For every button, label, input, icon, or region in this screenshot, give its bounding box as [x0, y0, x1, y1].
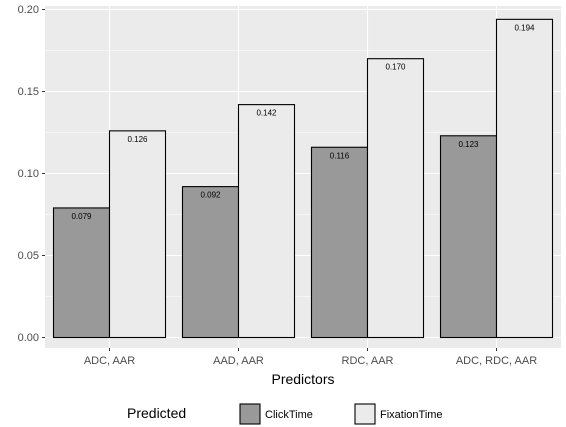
- bar-fixationtime-3: [366, 58, 425, 339]
- x-tick-label: RDC, AAR: [342, 355, 394, 367]
- bar-labels: 0.079 0.126 0.092 0.142 0.116 0.170 0.123 0.194: [71, 23, 535, 221]
- data-label: 0.079: [71, 212, 92, 221]
- data-label: 0.123: [458, 140, 479, 149]
- bar-fixationtime-2: [237, 104, 296, 339]
- legend-key-clicktime: [239, 403, 261, 425]
- legend-label-fixationtime: FixationTime: [380, 409, 443, 421]
- data-label: 0.194: [514, 23, 535, 32]
- legend-title: Predicted: [127, 405, 186, 421]
- data-label: 0.170: [385, 63, 406, 72]
- bar-fixationtime-1: [108, 130, 167, 339]
- bar-clicktime-2: [181, 186, 240, 339]
- legend-items: ClickTime FixationTime: [239, 403, 443, 425]
- x-axis-title: Predictors: [271, 371, 334, 387]
- y-tick-label: 0.15: [18, 86, 39, 98]
- x-tick-label: AAD, AAR: [213, 355, 264, 367]
- legend: Predicted ClickTime FixationTime: [127, 403, 443, 425]
- data-label: 0.092: [200, 191, 221, 200]
- y-tick-label: 0.20: [18, 4, 39, 16]
- y-axis: 0.00 0.05 0.10 0.15 0.20: [18, 4, 45, 344]
- y-tick-label: 0.10: [18, 168, 39, 180]
- data-label: 0.126: [127, 135, 148, 144]
- bar-clicktime-3: [310, 146, 369, 339]
- data-label: 0.142: [256, 109, 277, 118]
- x-axis: ADC, AAR AAD, AAR RDC, AAR ADC, RDC, AAR: [84, 348, 537, 367]
- bars: [52, 18, 554, 339]
- bar-clicktime-1: [52, 207, 111, 339]
- y-tick-label: 0.00: [18, 332, 39, 344]
- legend-key-fixationtime: [354, 403, 376, 425]
- y-tick-label: 0.05: [18, 250, 39, 262]
- x-tick-label: ADC, AAR: [84, 355, 135, 367]
- legend-label-clicktime: ClickTime: [265, 409, 313, 421]
- bar-clicktime-4: [439, 135, 498, 339]
- x-tick-label: ADC, RDC, AAR: [456, 355, 537, 367]
- data-label: 0.116: [330, 151, 350, 160]
- bar-fixationtime-4: [495, 18, 554, 339]
